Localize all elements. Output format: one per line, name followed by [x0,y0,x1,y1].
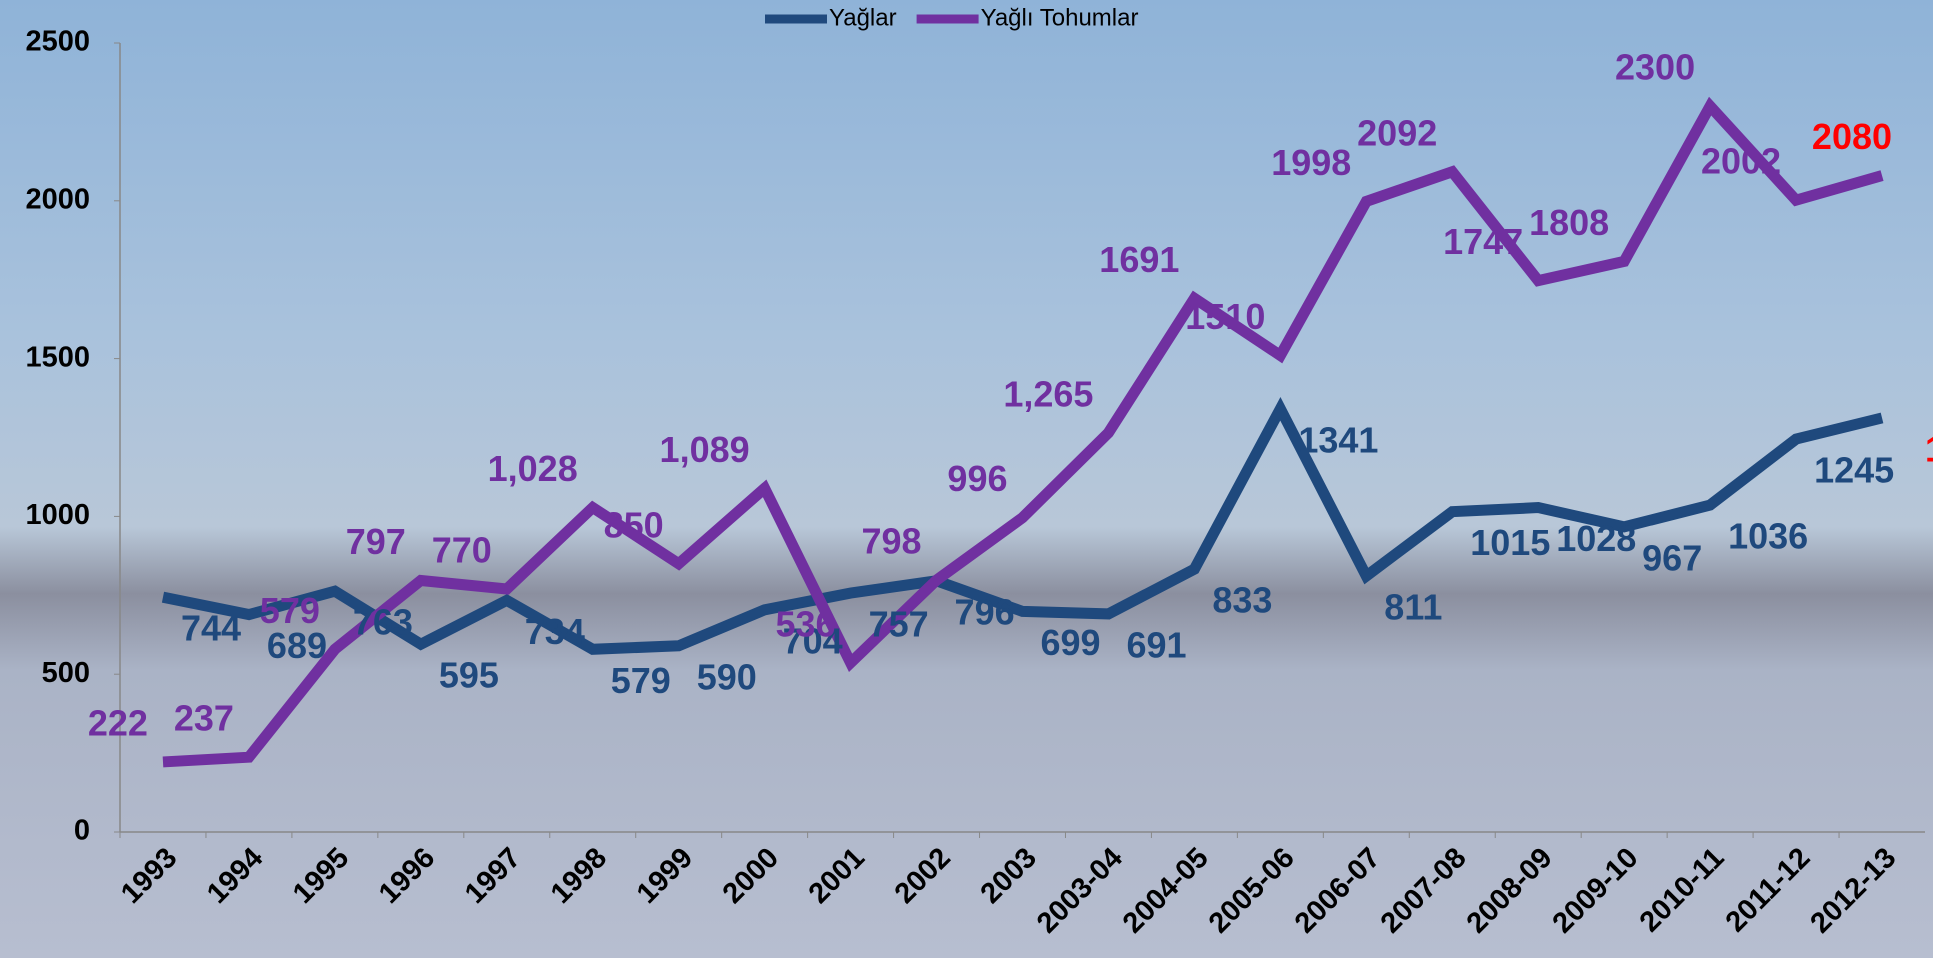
data-label: 798 [861,521,921,562]
x-tick-label: 1999 [631,842,699,910]
x-tick-label: 2010-11 [1634,842,1731,939]
x-tick-label: 2011-12 [1720,842,1817,939]
y-tick-label: 500 [42,657,90,689]
series-line [163,106,1882,762]
data-label: 744 [181,608,241,649]
data-label: 797 [346,521,406,562]
data-label: 1015 [1470,522,1550,563]
data-label: 590 [697,656,757,697]
data-label: 1,089 [660,429,750,470]
data-label: 967 [1642,537,1702,578]
data-label: 850 [604,504,664,545]
y-tick-label: 1000 [25,499,90,531]
data-label: 699 [1041,622,1101,663]
x-tick-label: 1994 [201,842,269,910]
x-tick-label: 2003 [975,842,1043,910]
x-tick-label: 1998 [545,842,613,910]
legend-label: Yağlı Tohumlar [981,4,1139,31]
data-label: 1245 [1814,450,1894,491]
data-label: 770 [432,530,492,571]
y-tick-label: 1500 [25,341,90,373]
data-label: 536 [776,603,836,644]
data-label: 2080 [1812,116,1892,157]
data-label: 1808 [1529,202,1609,243]
data-label: 1036 [1728,516,1808,557]
x-tick-label: 2002 [889,842,957,910]
data-label: 222 [88,702,148,743]
x-tick-label: 2003-04 [1031,842,1129,940]
data-label: 1028 [1556,518,1636,559]
x-tick-label: 2008-09 [1461,842,1559,940]
data-label: 691 [1126,624,1186,665]
x-tick-label: 2001 [803,842,871,910]
y-tick-label: 2500 [25,26,90,58]
data-label: 734 [525,611,585,652]
data-label: 833 [1212,580,1272,621]
y-tick-label: 2000 [25,183,90,215]
data-label: 996 [947,458,1007,499]
legend-label: Yağlar [829,4,897,31]
y-tick-label: 0 [74,815,90,847]
x-tick-label: 2000 [717,842,785,910]
data-label: 237 [174,698,234,739]
x-tick-label: 2006-07 [1289,842,1387,940]
x-tick-label: 2012-13 [1804,842,1902,940]
data-label: 1341 [1298,419,1378,460]
x-tick-label: 1993 [115,842,183,910]
data-label: 579 [611,660,671,701]
x-tick-label: 1997 [459,842,527,910]
data-label: 579 [260,590,320,631]
data-label: 1747 [1443,221,1523,262]
page: Yağlar Yağlı Tohumlar 0 500 1000 1500 2000 250… [0,0,1933,958]
x-tick-label: 1996 [373,842,441,910]
legend: Yağlar Yağlı Tohumlar [765,4,1138,31]
data-label: 595 [439,655,499,696]
data-label: 1691 [1099,239,1179,280]
data-label: 2092 [1357,112,1437,153]
x-tick-label: 2007-08 [1375,842,1473,940]
data-label: 2300 [1615,47,1695,88]
data-label: 1,265 [1003,373,1093,414]
data-label: 689 [267,625,327,666]
x-tick-label: 2004-05 [1117,842,1215,940]
data-label: 1510 [1185,296,1265,337]
data-label: 811 [1384,587,1442,628]
data-label: 1312 [1925,428,1933,469]
data-label: 1998 [1271,142,1351,183]
x-tick-label: 2009-10 [1547,842,1645,940]
x-tick-label: 2005-06 [1203,842,1301,940]
data-label: 1,028 [488,448,578,489]
chart: Yağlar Yağlı Tohumlar 0 500 1000 1500 2000 250… [0,0,1933,958]
data-label: 796 [955,591,1015,632]
data-label: 763 [353,602,413,643]
data-label: 757 [869,604,929,645]
x-tick-label: 1995 [287,842,355,910]
data-label: 2002 [1701,141,1781,182]
